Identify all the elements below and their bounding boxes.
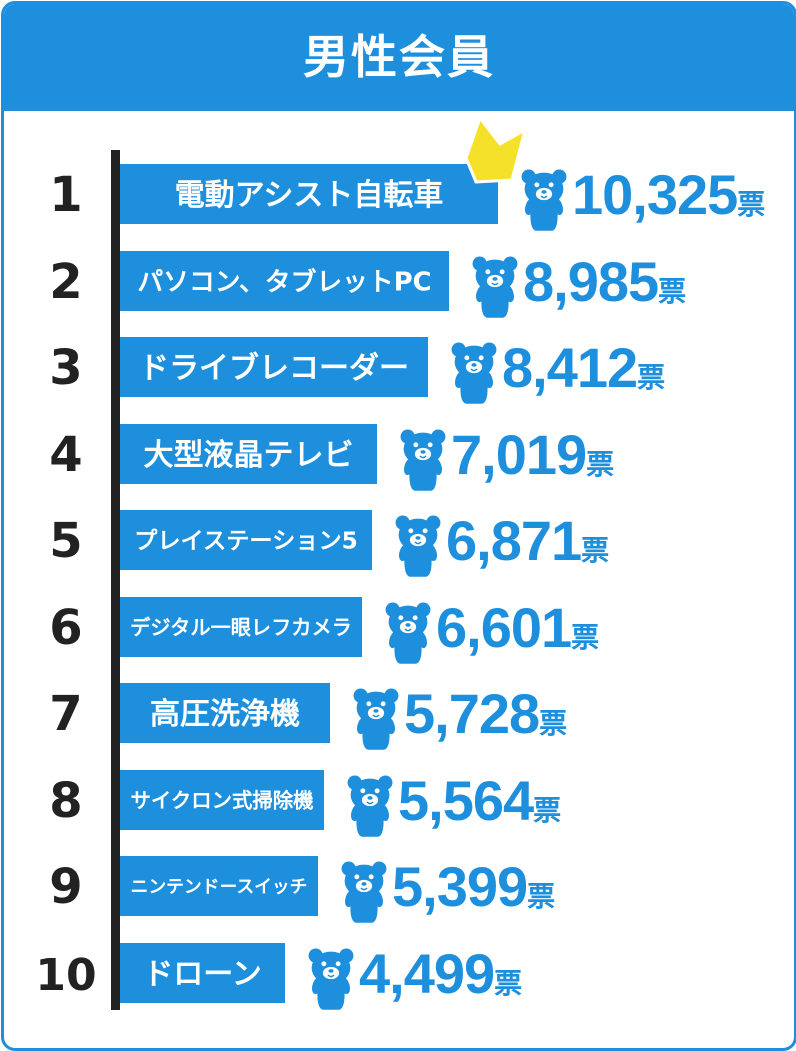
bar bbox=[120, 337, 428, 397]
bar-label: ドライブレコーダー bbox=[139, 351, 409, 386]
rank-number: 10 bbox=[35, 950, 96, 1001]
bear-mascot-icon bbox=[400, 429, 446, 491]
bar-label: 電動アシスト自転車 bbox=[175, 178, 444, 213]
rank-number: 7 bbox=[49, 686, 82, 742]
bear-mascot-icon bbox=[308, 948, 354, 1010]
value-label: 10,325票 bbox=[572, 163, 765, 226]
bar bbox=[120, 424, 377, 484]
value-label: 4,499票 bbox=[359, 942, 522, 1005]
rank-number: 6 bbox=[49, 600, 82, 656]
bar-label: 高圧洗浄機 bbox=[150, 697, 300, 732]
rank-number: 5 bbox=[49, 513, 82, 569]
bear-mascot-icon bbox=[451, 342, 497, 404]
value-label: 6,871票 bbox=[446, 509, 609, 572]
bar-label: パソコン、タブレットPC bbox=[137, 266, 431, 297]
bar bbox=[120, 856, 318, 916]
axis-line bbox=[111, 150, 120, 1010]
bear-mascot-icon bbox=[347, 775, 393, 837]
bar bbox=[120, 164, 498, 224]
value-label: 6,601票 bbox=[436, 596, 599, 659]
rank-number: 3 bbox=[49, 340, 82, 396]
bar-label: デジタル一眼レフカメラ bbox=[130, 615, 352, 639]
value-label: 8,985票 bbox=[523, 250, 686, 313]
value-label: 7,019票 bbox=[451, 423, 614, 486]
bear-mascot-icon bbox=[341, 861, 387, 923]
value-label: 8,412票 bbox=[502, 336, 665, 399]
bear-mascot-icon bbox=[385, 602, 431, 664]
bar-label: ニンテンドースイッチ bbox=[131, 876, 308, 897]
rank-number: 9 bbox=[49, 859, 82, 915]
header-banner: 男性会員 bbox=[4, 4, 794, 111]
bar bbox=[120, 597, 362, 657]
crown-icon bbox=[464, 116, 527, 184]
bar-label: 大型液晶テレビ bbox=[144, 438, 354, 473]
bear-mascot-icon bbox=[395, 515, 441, 577]
bar-label: プレイステーション5 bbox=[134, 527, 358, 554]
bar-label: サイクロン式掃除機 bbox=[130, 788, 314, 812]
bear-mascot-icon bbox=[521, 169, 567, 231]
value-label: 5,728票 bbox=[404, 682, 567, 745]
bear-mascot-icon bbox=[472, 256, 518, 318]
bear-mascot-icon bbox=[353, 688, 399, 750]
rank-number: 1 bbox=[49, 167, 82, 223]
rank-number: 2 bbox=[49, 254, 82, 310]
value-label: 5,399票 bbox=[392, 855, 555, 918]
bar-label: ドローン bbox=[143, 957, 262, 992]
rank-number: 8 bbox=[49, 773, 82, 829]
bar bbox=[120, 770, 324, 830]
rank-number: 4 bbox=[49, 427, 82, 483]
bar bbox=[120, 943, 285, 1003]
page-title: 男性会員 bbox=[303, 30, 495, 84]
bar bbox=[120, 510, 372, 570]
value-label: 5,564票 bbox=[398, 769, 561, 832]
bar bbox=[120, 251, 449, 311]
bar bbox=[120, 683, 330, 743]
